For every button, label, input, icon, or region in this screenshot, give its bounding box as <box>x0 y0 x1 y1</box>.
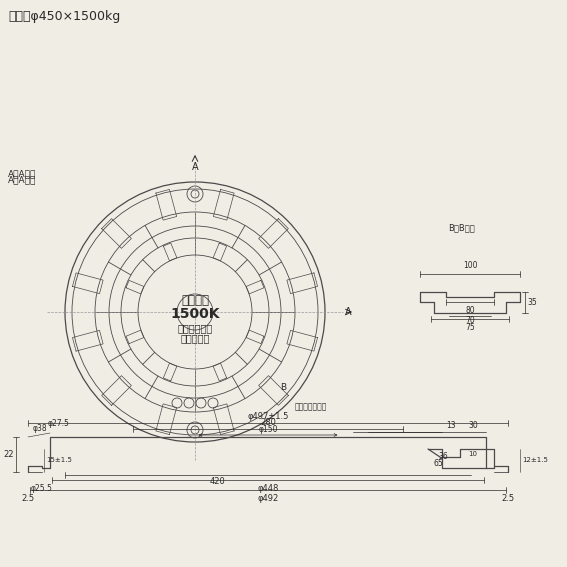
Text: φ497±1.5: φ497±1.5 <box>247 412 289 421</box>
Text: 2.5: 2.5 <box>501 494 515 503</box>
Text: B: B <box>280 383 286 391</box>
Text: アムズφ450×1500kg: アムズφ450×1500kg <box>8 10 120 23</box>
Text: 65: 65 <box>433 459 443 468</box>
Text: 100: 100 <box>463 261 477 270</box>
Text: φ150: φ150 <box>258 425 278 434</box>
Text: 安全荷重: 安全荷重 <box>181 294 209 307</box>
Text: 13: 13 <box>446 421 456 430</box>
Text: 420: 420 <box>210 477 226 486</box>
Text: 口径表示マーク: 口径表示マーク <box>295 403 327 412</box>
Text: φ27.5: φ27.5 <box>48 419 70 428</box>
Text: φ38: φ38 <box>33 424 48 433</box>
Text: A－A断面: A－A断面 <box>8 175 36 184</box>
Text: A: A <box>192 162 198 172</box>
Text: 1500K: 1500K <box>170 307 220 321</box>
Text: A－A断面: A－A断面 <box>8 169 36 178</box>
Text: 35: 35 <box>527 298 537 307</box>
Text: 12±1.5: 12±1.5 <box>522 458 548 463</box>
Text: 70: 70 <box>465 316 475 325</box>
Text: 80: 80 <box>465 306 475 315</box>
Text: 15±1.5: 15±1.5 <box>46 458 72 463</box>
Text: φ448: φ448 <box>257 484 279 493</box>
Text: 36: 36 <box>438 452 448 461</box>
Text: して下さい: して下さい <box>180 333 210 343</box>
Text: 2.5: 2.5 <box>22 494 35 503</box>
Text: A: A <box>345 307 352 317</box>
Text: φ492: φ492 <box>257 494 278 503</box>
Text: 22: 22 <box>3 450 14 459</box>
Text: 30: 30 <box>468 421 478 430</box>
Text: φ25.5: φ25.5 <box>31 484 53 493</box>
Text: 280: 280 <box>260 418 276 427</box>
Text: 10: 10 <box>468 451 477 457</box>
Text: 必ずロックを: 必ずロックを <box>177 323 213 333</box>
Text: B－B断面: B－B断面 <box>448 223 475 232</box>
Text: 75: 75 <box>465 323 475 332</box>
